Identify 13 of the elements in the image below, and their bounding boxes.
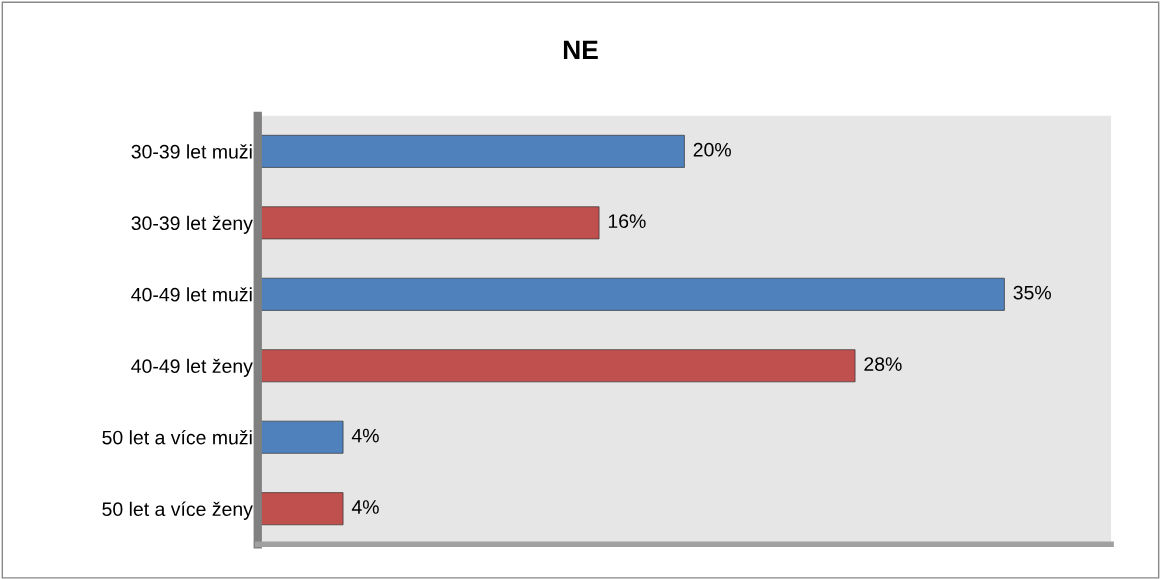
data-label: 4%: [351, 428, 379, 443]
data-label: 16%: [608, 214, 646, 229]
y-tick-label: 50 let a více ženy: [102, 501, 253, 520]
y-tick-label: 30-39 let ženy: [131, 215, 253, 234]
data-label: 28%: [864, 357, 902, 371]
y-tick-label: 40-49 let muži: [131, 287, 252, 302]
data-label: 20%: [693, 142, 731, 157]
chart-title: NE: [563, 40, 598, 59]
data-label: 35%: [1013, 285, 1051, 300]
y-tick-label: 30-39 let muži: [131, 144, 252, 159]
y-tick-label: 50 let a více muži: [102, 429, 252, 445]
data-label: 4%: [351, 500, 379, 514]
y-tick-label: 40-49 let ženy: [131, 358, 253, 377]
